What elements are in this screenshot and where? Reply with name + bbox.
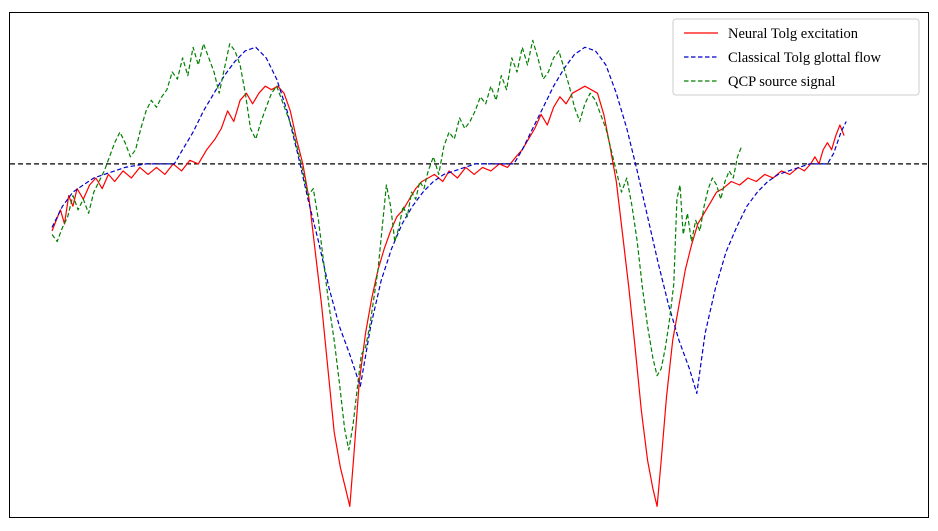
series-layer: [51, 39, 847, 507]
legend-entry-neural: Neural Tolg excitation: [728, 26, 859, 42]
legend: Neural Tolg excitation Classical Tolg gl…: [672, 18, 920, 96]
series-line-classical: [51, 46, 847, 394]
series-line-neural: [51, 85, 845, 507]
legend-entry-classical: Classical Tolg glottal flow: [728, 50, 881, 66]
plot-background: [9, 12, 929, 518]
series-line-qcp: [51, 39, 743, 451]
legend-entry-qcp: QCP source signal: [728, 74, 835, 90]
legend-box: [672, 18, 920, 96]
